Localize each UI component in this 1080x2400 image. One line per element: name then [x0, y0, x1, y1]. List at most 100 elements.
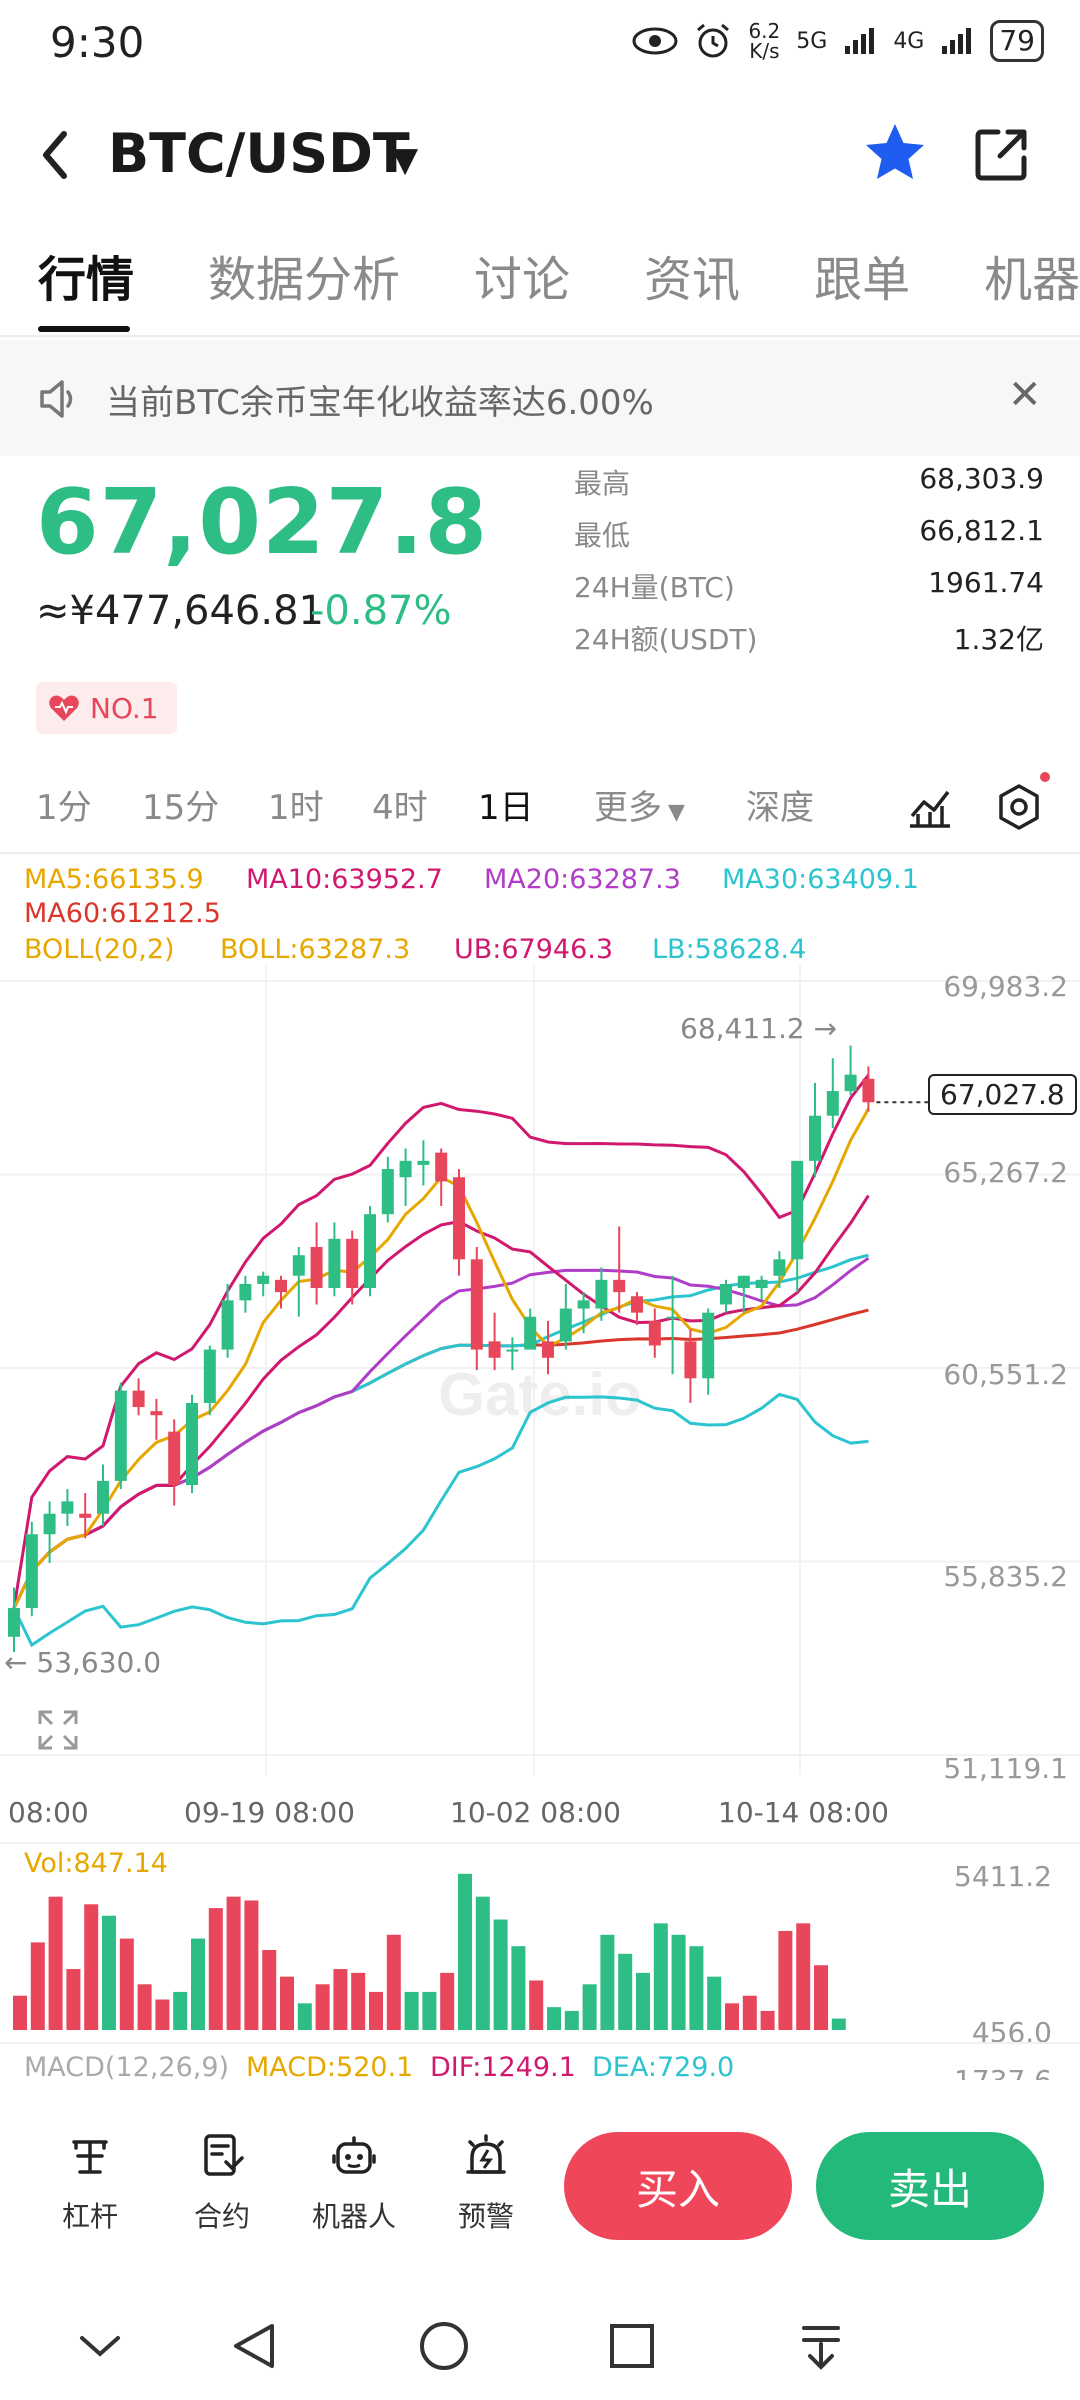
settings-icon[interactable] — [994, 782, 1044, 832]
volume-bar — [440, 1972, 455, 2030]
stat-amount-value: 1.32亿 — [953, 623, 1044, 656]
back-arrow-icon[interactable] — [30, 120, 80, 190]
close-icon[interactable]: ✕ — [1008, 372, 1042, 418]
candle-body — [25, 1534, 38, 1609]
buy-button[interactable]: 买入 — [564, 2132, 792, 2240]
legend-boll-mid: BOLL:63287.3 — [220, 934, 411, 965]
volume-bar — [208, 1908, 223, 2030]
announcement-text[interactable]: 当前BTC余币宝年化收益率达6.00% — [106, 383, 654, 423]
volume-bar — [119, 1938, 134, 2030]
tab-copy-trade[interactable]: 跟单 — [814, 252, 911, 308]
candle-body — [8, 1608, 20, 1637]
stat-low-value: 66,812.1 — [919, 514, 1044, 547]
candle-body — [470, 1259, 483, 1350]
fullscreen-icon[interactable] — [36, 1708, 80, 1752]
candle-body — [631, 1296, 643, 1313]
announcement-bar[interactable] — [0, 340, 1080, 456]
candle-body — [648, 1320, 661, 1346]
legend-ma60: MA60:61212.5 — [24, 898, 221, 929]
heart-icon — [49, 695, 79, 721]
interval-15m[interactable]: 15分 — [142, 788, 220, 828]
tab-news[interactable]: 资讯 — [644, 252, 741, 308]
candle-body — [613, 1279, 626, 1293]
candle-body — [79, 1513, 92, 1518]
volume-bar — [511, 1946, 526, 2030]
watermark-logo: Gate.io — [438, 1361, 641, 1428]
candle-body — [488, 1341, 501, 1358]
candle-body — [862, 1078, 875, 1103]
volume-bar — [155, 1999, 170, 2030]
y-tick-label: 55,835.2 — [943, 1560, 1068, 1593]
volume-bar — [636, 1972, 650, 2030]
share-icon[interactable] — [970, 122, 1034, 186]
speaker-icon — [40, 380, 73, 418]
rank-badge-text: NO.1 — [90, 691, 159, 725]
tab-discussion[interactable]: 讨论 — [474, 252, 571, 308]
interval-4h[interactable]: 4时 — [372, 788, 428, 828]
candle-body — [150, 1411, 163, 1416]
x-tick-label: 10-02 08:00 — [450, 1796, 621, 1829]
volume-bar — [315, 1984, 330, 2030]
leverage-button[interactable]: 杠杆 — [40, 2132, 140, 2235]
candle-body — [381, 1169, 394, 1215]
stat-vol-value: 1961.74 — [928, 566, 1044, 599]
futures-button[interactable]: 合约 — [172, 2132, 272, 2235]
rank-badge[interactable]: NO.1 — [36, 682, 177, 734]
interval-1m[interactable]: 1分 — [36, 788, 92, 828]
pair-title[interactable]: BTC/USDT — [108, 122, 410, 185]
volume-bar — [244, 1900, 259, 2030]
candle-body — [61, 1501, 74, 1514]
robot-button[interactable]: 机器人 — [304, 2132, 404, 2235]
candle-body — [257, 1275, 270, 1284]
alert-button[interactable]: 预警 — [436, 2132, 536, 2235]
nav-home-icon[interactable] — [420, 2322, 468, 2370]
indicator-chart-icon[interactable] — [906, 782, 954, 830]
system-nav-bar — [80, 2322, 840, 2370]
legend-lb: LB:58628.4 — [652, 934, 807, 965]
candle-body — [755, 1279, 768, 1289]
price-change: -0.87% — [310, 588, 452, 634]
volume-bar — [191, 1938, 205, 2030]
volume-bar — [84, 1904, 99, 2030]
favorite-star-icon[interactable] — [860, 118, 930, 188]
interval-depth[interactable]: 深度 — [746, 788, 814, 828]
nav-download-icon[interactable] — [802, 2326, 840, 2370]
pair-dropdown-icon[interactable]: ▼ — [392, 140, 419, 180]
volume-bar — [333, 1969, 348, 2030]
macd-dif: DIF:1249.1 — [430, 2052, 576, 2083]
candle-body — [186, 1402, 198, 1485]
volume-bar — [671, 1934, 686, 2030]
volume-bar — [707, 1976, 722, 2030]
sell-button[interactable]: 卖出 — [816, 2132, 1044, 2240]
stat-amount-label: 24H额(USDT) — [574, 623, 758, 656]
tab-data-analysis[interactable]: 数据分析 — [208, 252, 401, 308]
ma10-line — [12, 1194, 870, 1609]
interval-1d[interactable]: 1日 — [478, 788, 534, 828]
collapse-nav-icon[interactable] — [80, 2336, 120, 2357]
volume-chart[interactable] — [0, 1850, 1080, 2040]
volume-bar — [137, 1984, 152, 2030]
interval-1h[interactable]: 1时 — [268, 788, 324, 828]
tab-robot[interactable]: 机器人 — [984, 252, 1080, 308]
robot-icon — [332, 2136, 376, 2174]
tab-market[interactable]: 行情 — [38, 252, 135, 308]
volume-bar — [564, 2010, 579, 2030]
price-cny: ≈¥477,646.81 — [36, 588, 324, 634]
volume-bar — [458, 1873, 472, 2030]
battery-indicator: 79 — [990, 20, 1044, 62]
status-time: 9:30 — [50, 18, 145, 67]
candle-body — [310, 1247, 323, 1289]
nav-back-icon[interactable] — [234, 2324, 274, 2368]
volume-legend: Vol:847.14 — [24, 1848, 168, 1879]
volume-bar — [404, 1991, 419, 2030]
leverage-icon — [72, 2140, 108, 2174]
candlestick-chart[interactable]: Gate.io — [0, 965, 1080, 1775]
candle-body — [809, 1115, 821, 1161]
nav-recents-icon[interactable] — [610, 2324, 654, 2368]
interval-more[interactable]: 更多 ▼ — [594, 788, 685, 828]
volume-bar — [351, 1972, 366, 2030]
stat-high-label: 最高 — [574, 467, 631, 500]
volume-bar — [13, 1995, 27, 2030]
active-tab-indicator — [38, 326, 130, 332]
volume-bar — [814, 1965, 828, 2030]
